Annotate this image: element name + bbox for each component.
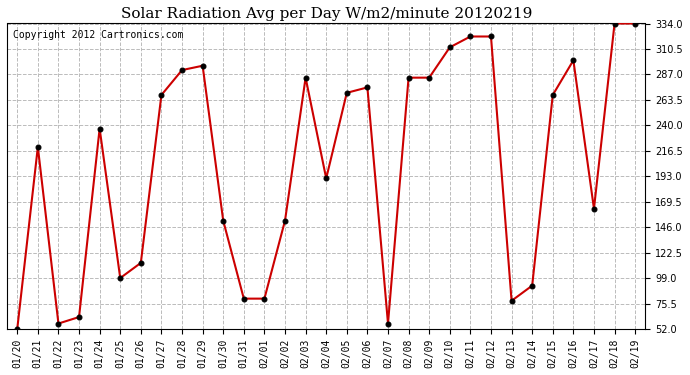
Title: Solar Radiation Avg per Day W/m2/minute 20120219: Solar Radiation Avg per Day W/m2/minute …	[121, 7, 532, 21]
Text: Copyright 2012 Cartronics.com: Copyright 2012 Cartronics.com	[13, 30, 184, 40]
